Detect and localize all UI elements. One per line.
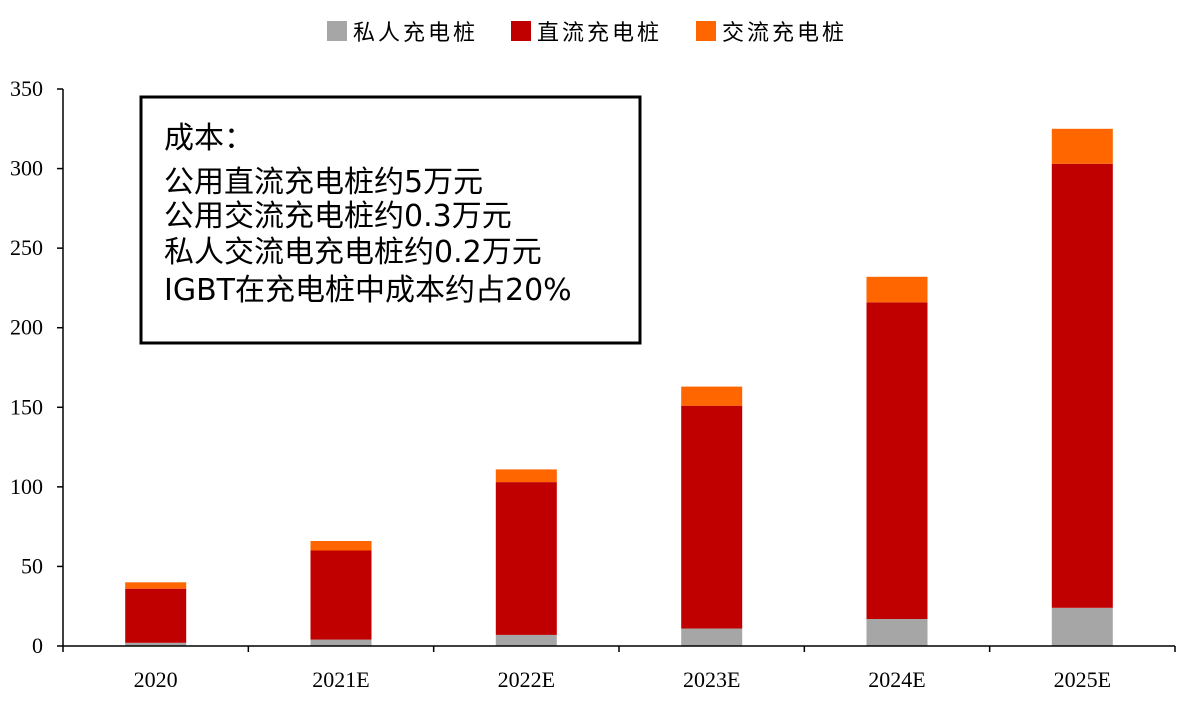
x-tick-label-2024E: 2024E xyxy=(868,667,925,692)
legend-swatch-3 xyxy=(696,21,716,41)
x-tick-label-2021E: 2021E xyxy=(312,667,369,692)
bar-2025E-series-2 xyxy=(1051,163,1113,608)
legend-label-1: 私人充电桩 xyxy=(353,21,478,46)
x-tick-label-2022E: 2022E xyxy=(498,667,555,692)
legend-swatch-2 xyxy=(511,21,531,41)
legend-label-3: 交流充电桩 xyxy=(722,21,847,46)
bar-2024E-series-2 xyxy=(866,302,928,619)
annotation-box: 成本： 公用直流充电桩约5万元公用交流充电桩约0.3万元私人交流电充电桩约0.2万… xyxy=(139,95,642,345)
y-tick-label-100: 100 xyxy=(10,474,43,499)
y-tick-label-250: 250 xyxy=(10,235,43,260)
axes: 0 50 100 150 200 250 300 350 2020 2021E 2022E 2023E… xyxy=(10,76,1176,692)
legend-label-2: 直流充电桩 xyxy=(537,21,662,46)
y-tick-label-200: 200 xyxy=(10,315,43,340)
bar-2024E-series-1 xyxy=(866,618,928,646)
annotation-line-3: 公用交流充电桩约0.3万元 xyxy=(164,199,512,234)
bar-2022E-series-3 xyxy=(495,469,557,483)
bar-2021E-series-1 xyxy=(310,639,372,646)
y-tick-label-0: 0 xyxy=(32,633,43,658)
bar-2023E-series-1 xyxy=(681,628,743,646)
legend-swatch-1 xyxy=(327,21,347,41)
bar-2022E-series-2 xyxy=(495,482,557,635)
legend: 私人充电桩 直流充电桩 交流充电桩 xyxy=(327,21,847,46)
annotation-line-2: 公用直流充电桩约5万元 xyxy=(164,165,483,200)
bar-2020-series-2 xyxy=(125,588,187,643)
y-tick-label-300: 300 xyxy=(10,156,43,181)
bar-2022E-series-1 xyxy=(495,634,557,646)
x-tick-label-2023E: 2023E xyxy=(683,667,740,692)
x-tick-label-2025E: 2025E xyxy=(1054,667,1111,692)
bar-2025E-series-3 xyxy=(1051,128,1113,164)
bars xyxy=(125,128,1113,646)
annotation-line-5: IGBT在充电桩中成本约占20% xyxy=(164,273,572,308)
bar-2021E-series-2 xyxy=(310,550,372,640)
bar-2025E-series-1 xyxy=(1051,607,1113,646)
annotation-line-1: 成本： xyxy=(164,121,254,156)
bar-2023E-series-2 xyxy=(681,405,743,629)
bar-2023E-series-3 xyxy=(681,386,743,406)
y-tick-label-350: 350 xyxy=(10,76,43,101)
y-tick-label-50: 50 xyxy=(21,553,43,578)
annotation-line-4: 私人交流电充电桩约0.2万元 xyxy=(164,235,542,270)
bar-2020-series-3 xyxy=(125,582,187,589)
bar-2021E-series-3 xyxy=(310,541,372,551)
bar-2024E-series-3 xyxy=(866,276,928,303)
bar-2020-series-1 xyxy=(125,642,187,646)
annotation-frame xyxy=(139,95,642,345)
y-tick-label-150: 150 xyxy=(10,394,43,419)
x-tick-label-2020: 2020 xyxy=(134,667,178,692)
